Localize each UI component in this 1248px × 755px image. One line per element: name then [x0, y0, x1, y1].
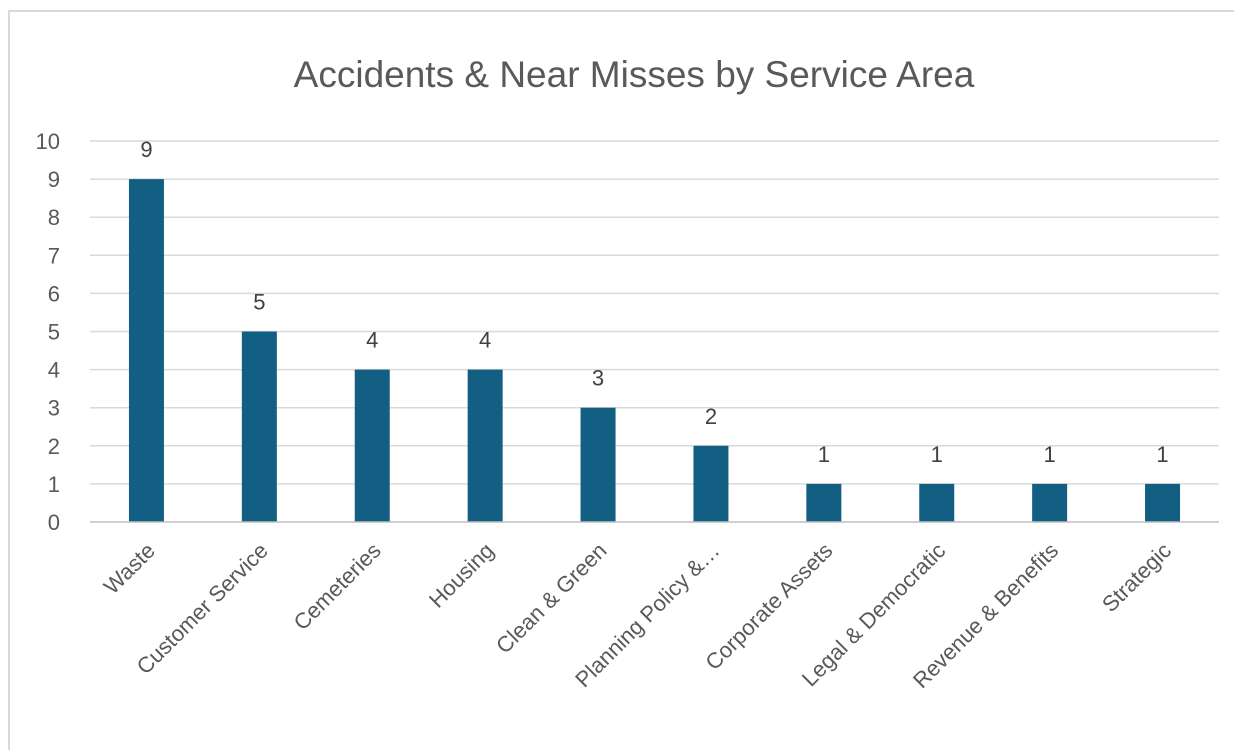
y-tick-label: 5: [48, 320, 60, 345]
bar: [128, 179, 164, 522]
bars: [128, 179, 1181, 522]
data-label: 1: [1044, 442, 1056, 467]
data-label: 9: [140, 137, 152, 162]
bar: [580, 407, 616, 522]
y-tick-label: 0: [48, 510, 60, 535]
gridlines: [90, 140, 1219, 485]
data-label: 1: [931, 442, 943, 467]
y-tick-label: 1: [48, 472, 60, 497]
data-label: 2: [705, 404, 717, 429]
data-label: 3: [592, 366, 604, 391]
y-tick-label: 8: [48, 205, 60, 230]
bar: [241, 331, 277, 522]
y-tick-label: 9: [48, 167, 60, 192]
data-label: 1: [818, 442, 830, 467]
y-tick-label: 6: [48, 281, 60, 306]
y-tick-label: 4: [48, 358, 60, 383]
bar: [806, 483, 842, 522]
chart-frame: [8, 10, 1234, 750]
category-label: Strategic: [1097, 538, 1176, 617]
bar: [1145, 483, 1181, 522]
bar: [354, 369, 390, 522]
data-label: 4: [479, 328, 491, 353]
data-label: 4: [366, 328, 378, 353]
data-labels: 9 5 4 4 3 2 1 1 1 1: [140, 137, 1168, 467]
bar: [919, 483, 955, 522]
y-axis-ticks: 0 1 2 3 4 5 6 7 8 9 10: [36, 129, 60, 535]
bar: [1032, 483, 1068, 522]
category-label: Housing: [424, 538, 499, 613]
category-label: Cemeteries: [289, 538, 386, 635]
chart-title: Accidents & Near Misses by Service Area: [294, 54, 975, 95]
data-label: 5: [253, 290, 265, 315]
category-label: Waste: [99, 538, 160, 599]
y-tick-label: 7: [48, 243, 60, 268]
category-label: Clean & Green: [491, 538, 612, 659]
data-label: 1: [1156, 442, 1168, 467]
y-tick-label: 2: [48, 434, 60, 459]
y-tick-label: 10: [36, 129, 60, 154]
bar: [693, 445, 729, 522]
y-tick-label: 3: [48, 396, 60, 421]
bar: [467, 369, 503, 522]
